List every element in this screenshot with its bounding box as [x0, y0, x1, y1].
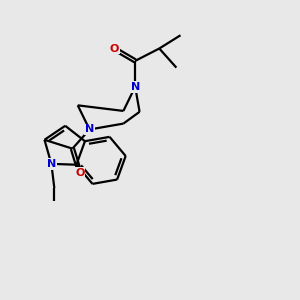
Text: O: O [109, 44, 119, 53]
Text: N: N [47, 159, 56, 169]
Text: O: O [75, 168, 85, 178]
Text: N: N [85, 124, 94, 134]
Text: N: N [130, 82, 140, 92]
